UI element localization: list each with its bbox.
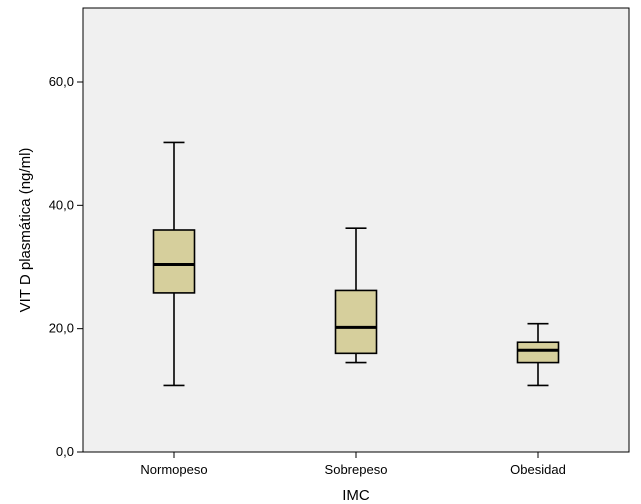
box-sobrepeso bbox=[334, 227, 378, 364]
boxes-group bbox=[152, 141, 560, 387]
y-tick-label: 40,0 bbox=[49, 197, 74, 212]
y-tick-label: 0,0 bbox=[56, 444, 74, 459]
y-tick-label: 60,0 bbox=[49, 74, 74, 89]
iqr-box bbox=[334, 289, 378, 355]
y-tick-label: 20,0 bbox=[49, 321, 74, 336]
box-obesidad bbox=[516, 322, 560, 387]
y-axis-ticks: 0,0 20,0 40,0 60,0 bbox=[49, 74, 83, 459]
x-tick-label: Normopeso bbox=[140, 462, 207, 477]
x-axis-ticks: Normopeso Sobrepeso Obesidad bbox=[140, 452, 566, 477]
iqr-box bbox=[516, 341, 560, 364]
box-normopeso bbox=[152, 141, 196, 387]
iqr-box bbox=[152, 229, 196, 294]
x-axis-title: IMC bbox=[342, 487, 370, 504]
y-axis-title: VIT D plasmática (ng/ml) bbox=[17, 148, 34, 313]
x-tick-label: Sobrepeso bbox=[325, 462, 388, 477]
x-tick-label: Obesidad bbox=[510, 462, 566, 477]
